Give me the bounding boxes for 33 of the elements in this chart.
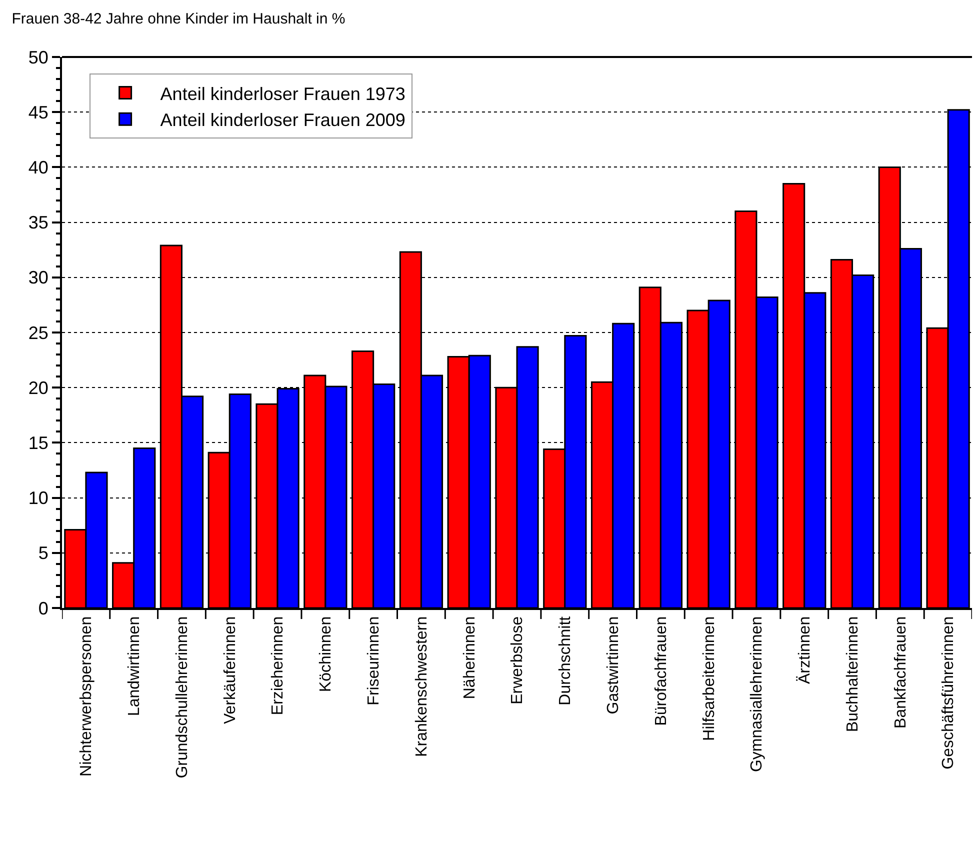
x-tick-label: Gastwirtinnen bbox=[604, 616, 622, 714]
x-tick-label: Gymnasiallehrerinnen bbox=[748, 616, 766, 772]
x-tick-label: Geschäftsführerinnen bbox=[940, 616, 958, 770]
x-tick-label: Krankenschwestern bbox=[413, 616, 430, 757]
y-tick-label: 20 bbox=[28, 378, 48, 398]
x-tick-label: Bürofachfrauen bbox=[652, 616, 670, 726]
x-tick-label: Bankfachfrauen bbox=[892, 616, 910, 728]
x-tick-label: Nichterwerbspersonen bbox=[78, 616, 96, 776]
x-tick-label: Näherinnen bbox=[461, 616, 478, 700]
y-tick-label: 40 bbox=[28, 158, 48, 178]
x-tick-label: Verkäuferinnen bbox=[222, 616, 239, 724]
x-tick-label: Landwirtinnen bbox=[126, 616, 144, 716]
x-tick-label: Erwerbslose bbox=[509, 616, 526, 704]
x-tick-label: Ärztinnen bbox=[796, 616, 814, 684]
y-tick-label: 30 bbox=[28, 268, 48, 288]
legend-label: Anteil kinderloser Frauen 2009 bbox=[160, 110, 406, 130]
x-tick-label: Friseurinnen bbox=[366, 616, 383, 706]
y-tick-label: 45 bbox=[28, 102, 48, 122]
x-tick-label: Köchinnen bbox=[318, 616, 335, 692]
y-tick-label: 35 bbox=[28, 212, 48, 233]
y-tick-label: 15 bbox=[28, 433, 48, 453]
legend-label: Anteil kinderloser Frauen 1973 bbox=[160, 84, 406, 104]
y-tick-label: 25 bbox=[28, 322, 48, 343]
y-tick-label: 0 bbox=[38, 598, 48, 618]
x-tick-label: Hilfsarbeiterinnen bbox=[700, 616, 718, 741]
y-tick-label: 5 bbox=[38, 543, 48, 564]
x-tick-label: Buchhalterinnen bbox=[844, 616, 862, 732]
y-tick-label: 50 bbox=[28, 47, 48, 68]
y-tick-label: 10 bbox=[28, 488, 48, 508]
x-tick-label: Durchschnitt bbox=[557, 616, 574, 706]
chart-title: Frauen 38-42 Jahre ohne Kinder im Haushalt in % bbox=[12, 10, 346, 28]
x-tick-label: Erzieherinnen bbox=[270, 616, 287, 716]
x-tick-label: Grundschullehrerinnen bbox=[174, 616, 191, 778]
